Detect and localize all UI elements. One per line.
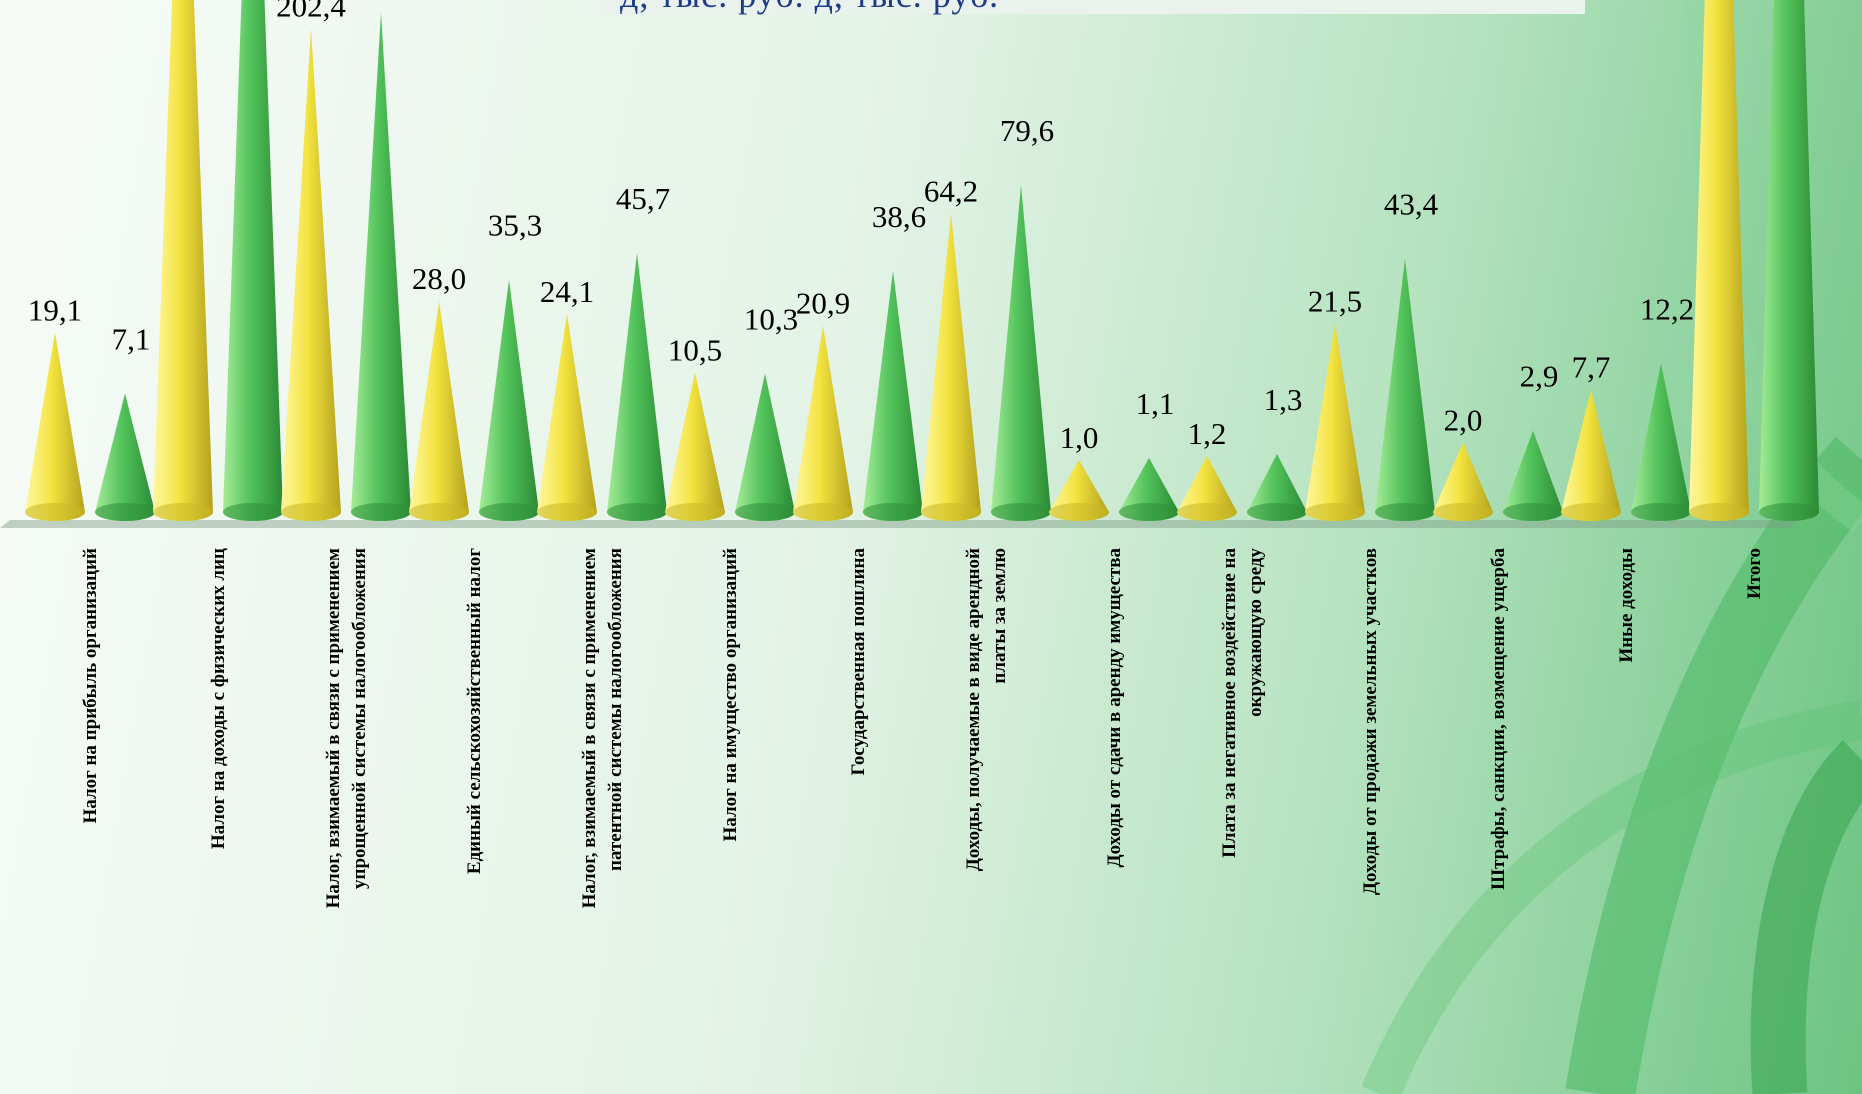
cone-green [223,0,283,521]
category-label: Итого [1744,548,1765,599]
cone-yellow [921,213,981,521]
value-label-green: 1,3 [1264,382,1303,417]
cone-green [1119,457,1179,521]
cone-yellow [25,332,85,521]
cone-green [351,12,411,522]
value-label-green: 10,3 [744,302,798,337]
value-label-yellow: 1,2 [1188,416,1227,451]
category-label: Государственная пошлина [848,548,869,776]
category-label: Единый сельскохозяйственный налог [464,548,485,874]
value-label-green: 12,2 [1640,291,1694,326]
cone-yellow [409,301,469,521]
category-label: упрощенной системы налогообложения [349,548,370,889]
cone-green [95,393,155,521]
value-label-green: 43,4 [1384,187,1439,222]
category-label: Налог на имущество организаций [720,548,741,842]
value-label-green: 45,7 [616,181,670,216]
value-label-yellow: 28,0 [412,261,466,296]
value-label-yellow: 20,9 [796,286,850,321]
cone-green [735,373,795,521]
cone-green [607,253,667,521]
category-label: Плата за негативное воздействие на [1219,548,1240,858]
cone-green [1759,0,1819,521]
chart-title-fragment: д, тыс. руб. д, тыс. руб. [620,0,1580,16]
value-label-yellow: 64,2 [924,173,978,208]
cone-green [991,185,1051,521]
category-label: окружающую среду [1245,548,1266,717]
cone-yellow [793,325,853,521]
cone-green [1375,258,1435,521]
value-label-yellow: 21,5 [1308,283,1362,318]
category-label: платы за землю [989,548,1010,684]
cone-yellow [1177,455,1237,521]
cone-green [1503,430,1563,521]
category-label: Налог, взимаемый в связи с применением [323,548,344,908]
value-label-yellow: 10,5 [668,332,722,367]
category-label: Доходы, получаемые в виде арендной [963,548,984,871]
category-label: Доходы от продажи земельных участков [1360,548,1381,895]
cone-yellow [1561,389,1621,521]
value-label-yellow: 19,1 [28,293,82,328]
value-label-green: 7,1 [112,322,151,357]
category-label: Налог на доходы с физических лиц [208,548,229,849]
value-label-green: 38,6 [872,199,926,234]
category-label: Налог на прибыль организаций [80,548,101,824]
value-label-yellow: 24,1 [540,274,594,309]
cone-yellow [1049,460,1109,521]
value-label-green: 1,1 [1136,386,1175,421]
value-label-green: 35,3 [488,208,542,243]
value-label-yellow: 2,0 [1444,402,1483,437]
value-label-yellow: 7,7 [1572,349,1611,384]
value-label-yellow: 1,0 [1060,420,1099,455]
cone-yellow [1689,0,1749,521]
category-label: Штрафы, санкции, возмещение ущерба [1488,548,1509,890]
cone-yellow [537,314,597,521]
chart-floor [0,520,1800,528]
category-label: Иные доходы [1616,548,1637,663]
cone-yellow [1433,442,1493,521]
cone-green [1631,363,1691,521]
cone-green [1247,453,1307,521]
cone-green [863,270,923,521]
cone-green [479,279,539,521]
category-label: Доходы от сдачи в аренду имущества [1104,548,1125,868]
value-label-green: 2,9 [1520,359,1559,394]
cone-yellow [153,0,213,521]
cone-yellow [665,372,725,521]
value-label-yellow: 202,4 [276,0,346,23]
title-strip [600,0,1585,14]
category-label: Налог, взимаемый в связи с применением [579,548,600,908]
value-label-green: 79,6 [1000,113,1054,148]
cone-yellow [1305,323,1365,521]
category-label: патентной системы налогообложения [605,548,626,871]
cone-yellow [281,28,341,521]
